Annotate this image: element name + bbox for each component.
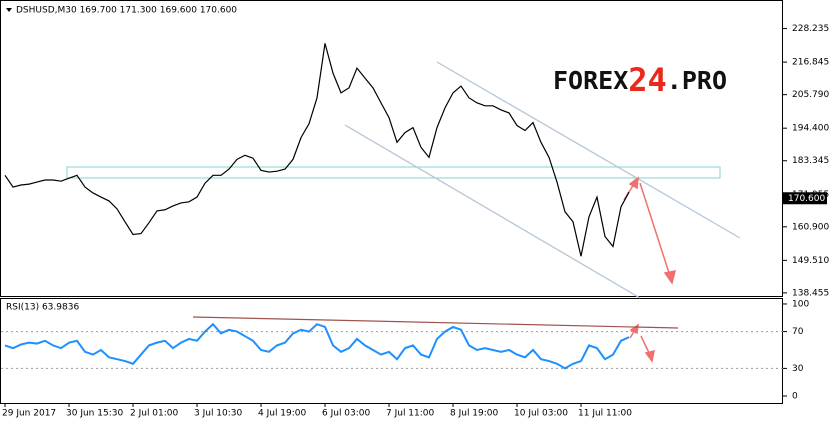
x-tick-label: 8 Jul 19:00: [450, 409, 499, 419]
y-tick-label: 205.790: [792, 90, 829, 100]
y-tick-label: 194.400: [792, 124, 829, 134]
y-tick-label: 0: [792, 392, 798, 402]
x-tick-label: 3 Jul 10:30: [194, 409, 243, 419]
y-tick-label: 160.900: [792, 222, 829, 232]
y-tick-label: 70: [792, 327, 804, 337]
y-tick-label: 138.455: [792, 288, 829, 298]
x-tick-label: 4 Jul 19:00: [258, 409, 307, 419]
zone-rect: [66, 166, 721, 179]
title-icon: [6, 8, 12, 12]
series-line: [4, 43, 630, 257]
y-tick-label: 30: [792, 364, 804, 374]
forecast-arrows: [623, 176, 677, 363]
y-tick-label: 100: [792, 299, 809, 309]
x-tick-label: 6 Jul 03:00: [322, 409, 371, 419]
rsi-trendline: [192, 316, 679, 329]
last-price-box: [783, 192, 827, 205]
last-price-label: 170.600: [788, 194, 825, 204]
channel-line: [436, 61, 741, 239]
y-tick-label: 183.345: [792, 156, 829, 166]
x-tick-label: 7 Jul 11:00: [386, 409, 435, 419]
y-tick-label: 228.235: [792, 24, 829, 34]
channel-line: [344, 124, 641, 299]
x-tick-label: 2 Jul 01:00: [130, 409, 179, 419]
rsi-panel: [0, 298, 783, 404]
y-tick-label: 216.845: [792, 58, 829, 68]
x-tick-label: 30 Jun 15:30: [66, 409, 123, 419]
rsi-title: RSI(13) 63.9836: [6, 303, 79, 313]
x-tick-label: 11 Jul 11:00: [578, 409, 632, 419]
watermark: FOREX24.PRO: [553, 61, 727, 99]
price-panel: [0, 0, 783, 297]
series-line: [4, 322, 630, 370]
chart-title: DSHUSD,M30 169.700 171.300 169.600 170.6…: [16, 6, 237, 16]
x-tick-label: 29 Jun 2017: [2, 409, 56, 419]
x-tick-label: 10 Jul 03:00: [514, 409, 568, 419]
y-tick-label: 149.510: [792, 256, 829, 266]
